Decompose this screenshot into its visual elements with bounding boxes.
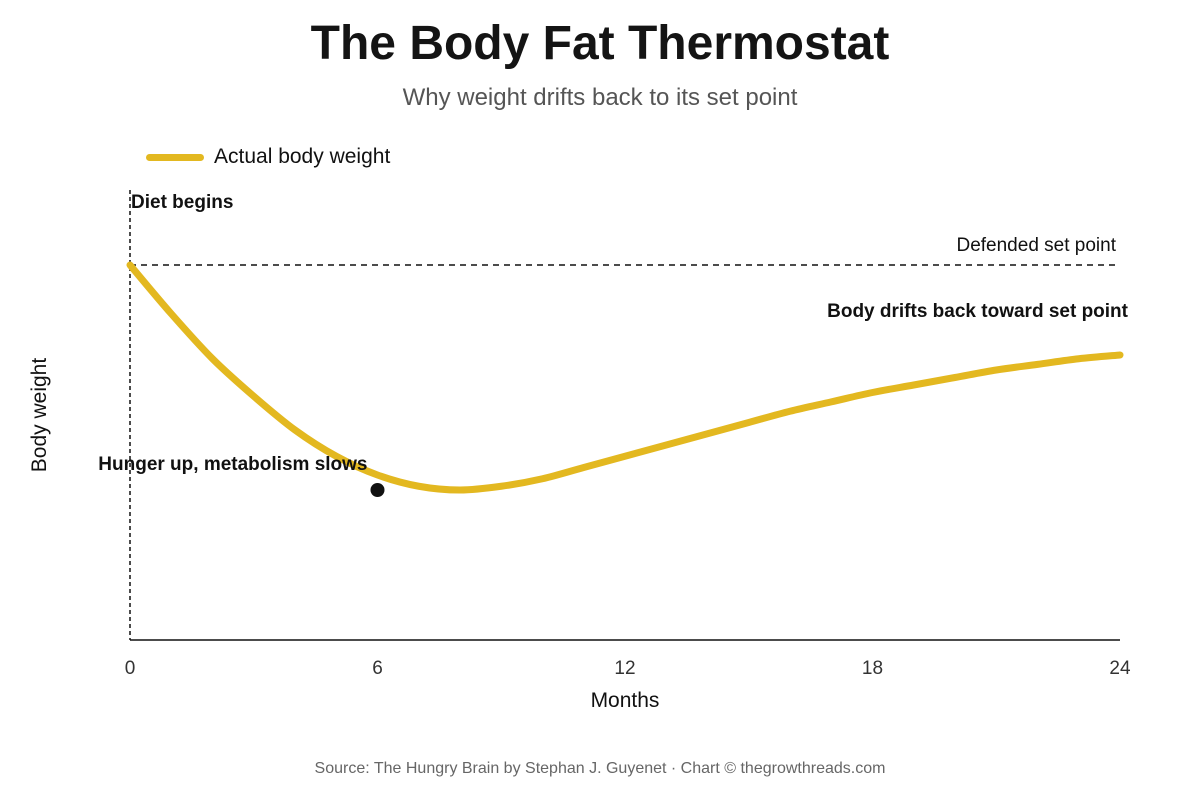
legend-swatch-actual-weight: [146, 153, 204, 161]
x-tick-label-0: 0: [125, 658, 136, 679]
legend: Actual body weight: [146, 145, 390, 169]
point-marker-0: [370, 483, 385, 497]
x-axis-title: Months: [591, 689, 660, 712]
legend-label-actual-weight: Actual body weight: [214, 145, 391, 168]
x-tick-label-18: 18: [862, 658, 883, 679]
y-axis-title: Body weight: [28, 358, 51, 473]
series-line-actual-body-weight: [126, 261, 1124, 494]
set-point-reference-label: Defended set point: [956, 235, 1116, 256]
x-tick-label-12: 12: [614, 658, 635, 679]
annotation-drift-back: Body drifts back toward set point: [827, 301, 1129, 322]
diet-begins-reference-label: Diet begins: [131, 192, 233, 213]
annotation-hunger-metabolism: Hunger up, metabolism slows: [98, 454, 367, 475]
source-credit: Source: The Hungry Brain by Stephan J. G…: [314, 760, 886, 777]
x-tick-label-6: 6: [372, 658, 383, 679]
chart-plot: Defended set point Diet begins 0 6 12 18 24 Mon…: [28, 190, 1131, 712]
x-tick-label-24: 24: [1109, 658, 1131, 679]
chart-subtitle: Why weight drifts back to its set point: [402, 84, 798, 111]
chart-title: The Body Fat Thermostat: [310, 17, 890, 70]
